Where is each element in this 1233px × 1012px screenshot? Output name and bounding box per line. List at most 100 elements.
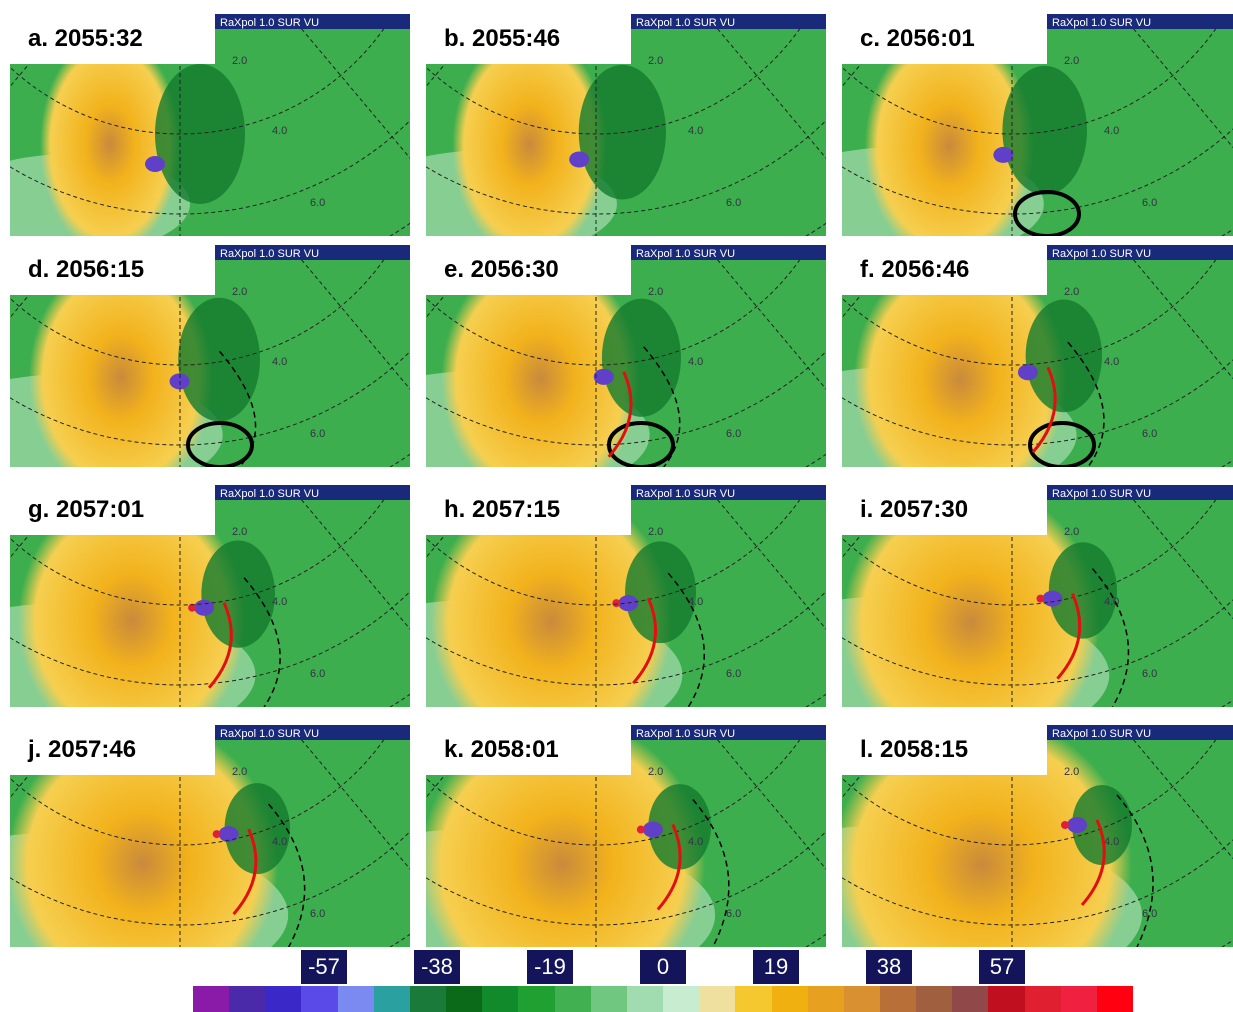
vortex-core bbox=[1036, 595, 1044, 603]
inbound bbox=[201, 540, 275, 647]
color-swatch bbox=[482, 986, 518, 1012]
vortex bbox=[569, 151, 589, 167]
color-swatch bbox=[880, 986, 916, 1012]
inbound bbox=[178, 298, 260, 422]
color-swatch bbox=[952, 986, 988, 1012]
range-label: 4.0 bbox=[1104, 836, 1119, 848]
range-label: 2.0 bbox=[648, 286, 663, 298]
inbound bbox=[1026, 300, 1102, 413]
range-label: 6.0 bbox=[310, 428, 325, 440]
vortex bbox=[219, 826, 239, 842]
range-label: 2.0 bbox=[1064, 526, 1079, 538]
panel-label: i. 2057:30 bbox=[860, 496, 968, 523]
range-label: 6.0 bbox=[726, 428, 741, 440]
color-swatch bbox=[808, 986, 844, 1012]
radar-panel: 2.04.06.0k. 2058:01RaXpol 1.0 SUR VU bbox=[426, 725, 826, 947]
radar-panel: 2.0 4.0 6.0 f. 2056:46 RaXpol 1.0 SUR VU bbox=[842, 245, 1233, 467]
color-swatch bbox=[663, 986, 699, 1012]
radar-panel: 2.0 4.0 6.0 j. 2057:46 RaXpol 1.0 SUR VU bbox=[10, 725, 410, 947]
range-label: 4.0 bbox=[688, 596, 703, 608]
figure: 2.0 4.0 6.0 a. 2055:32 RaXpol 1.0 SUR VU 2.0 4… bbox=[0, 0, 1233, 1012]
radar-header: RaXpol 1.0 SUR VU bbox=[1052, 488, 1151, 500]
panel-label: k. 2058:01 bbox=[444, 736, 559, 763]
vortex-core bbox=[1061, 821, 1069, 829]
radar-header: RaXpol 1.0 SUR VU bbox=[220, 488, 319, 500]
radar-header: RaXpol 1.0 SUR VU bbox=[636, 488, 735, 500]
inbound bbox=[1049, 542, 1117, 638]
radar-header: RaXpol 1.0 SUR VU bbox=[636, 728, 735, 740]
range-label: 2.0 bbox=[232, 526, 247, 538]
panel-label: b. 2055:46 bbox=[444, 25, 560, 52]
panel-label: l. 2058:15 bbox=[860, 736, 968, 763]
range-label: 2.0 bbox=[232, 55, 247, 67]
colorbar bbox=[193, 986, 1133, 1012]
vortex bbox=[993, 147, 1013, 163]
color-swatch bbox=[699, 986, 735, 1012]
range-label: 6.0 bbox=[310, 668, 325, 680]
vortex-core bbox=[213, 830, 221, 838]
color-swatch bbox=[446, 986, 482, 1012]
inbound bbox=[602, 299, 681, 417]
range-label: 6.0 bbox=[310, 908, 325, 920]
range-label: 2.0 bbox=[1064, 55, 1079, 67]
colorbar-tick: 57 bbox=[979, 950, 1025, 984]
radar-header: RaXpol 1.0 SUR VU bbox=[220, 248, 319, 260]
inbound bbox=[155, 64, 245, 204]
color-swatch bbox=[193, 986, 229, 1012]
range-label: 2.0 bbox=[1064, 766, 1079, 778]
range-label: 4.0 bbox=[688, 836, 703, 848]
color-swatch bbox=[916, 986, 952, 1012]
range-label: 6.0 bbox=[726, 668, 741, 680]
range-label: 6.0 bbox=[310, 197, 325, 209]
color-swatch bbox=[772, 986, 808, 1012]
range-label: 4.0 bbox=[272, 596, 287, 608]
colorbar-tick: -38 bbox=[414, 950, 460, 984]
vortex bbox=[1042, 591, 1062, 607]
radar-header: RaXpol 1.0 SUR VU bbox=[1052, 17, 1151, 29]
radar-header: RaXpol 1.0 SUR VU bbox=[1052, 248, 1151, 260]
color-swatch bbox=[1097, 986, 1133, 1012]
color-swatch bbox=[735, 986, 771, 1012]
range-label: 6.0 bbox=[726, 197, 741, 209]
vortex bbox=[194, 600, 214, 616]
vortex bbox=[643, 822, 663, 838]
colorbar-tick: 19 bbox=[753, 950, 799, 984]
panel-label: c. 2056:01 bbox=[860, 25, 975, 52]
panel-label: f. 2056:46 bbox=[860, 256, 969, 283]
radar-header: RaXpol 1.0 SUR VU bbox=[1052, 728, 1151, 740]
vortex bbox=[1018, 364, 1038, 380]
range-label: 4.0 bbox=[688, 356, 703, 368]
range-label: 2.0 bbox=[1064, 286, 1079, 298]
color-swatch bbox=[265, 986, 301, 1012]
radar-header: RaXpol 1.0 SUR VU bbox=[220, 728, 319, 740]
range-label: 6.0 bbox=[1142, 197, 1157, 209]
range-label: 6.0 bbox=[726, 908, 741, 920]
range-label: 6.0 bbox=[1142, 428, 1157, 440]
range-label: 2.0 bbox=[232, 766, 247, 778]
colorbar-tick: 38 bbox=[866, 950, 912, 984]
colorbar-tick: 0 bbox=[640, 950, 686, 984]
color-swatch bbox=[555, 986, 591, 1012]
colorbar-tick: -19 bbox=[527, 950, 573, 984]
vortex-core bbox=[612, 599, 620, 607]
range-label: 4.0 bbox=[272, 836, 287, 848]
panel-label: d. 2056:15 bbox=[28, 256, 144, 283]
vortex bbox=[594, 369, 614, 385]
color-swatch bbox=[229, 986, 265, 1012]
panel-label: g. 2057:01 bbox=[28, 496, 144, 523]
range-label: 4.0 bbox=[1104, 356, 1119, 368]
panel-label: j. 2057:46 bbox=[27, 736, 136, 763]
radar-panel: 2.04.06.0l. 2058:15RaXpol 1.0 SUR VU bbox=[842, 725, 1233, 947]
range-label: 6.0 bbox=[1142, 668, 1157, 680]
panel-label: a. 2055:32 bbox=[28, 25, 143, 52]
radar-header: RaXpol 1.0 SUR VU bbox=[636, 17, 735, 29]
color-swatch bbox=[410, 986, 446, 1012]
inbound bbox=[1002, 66, 1087, 195]
inbound bbox=[625, 541, 696, 643]
color-swatch bbox=[627, 986, 663, 1012]
radar-panel: 2.0 4.0 6.0 g. 2057:01 RaXpol 1.0 SUR VU bbox=[10, 485, 410, 707]
